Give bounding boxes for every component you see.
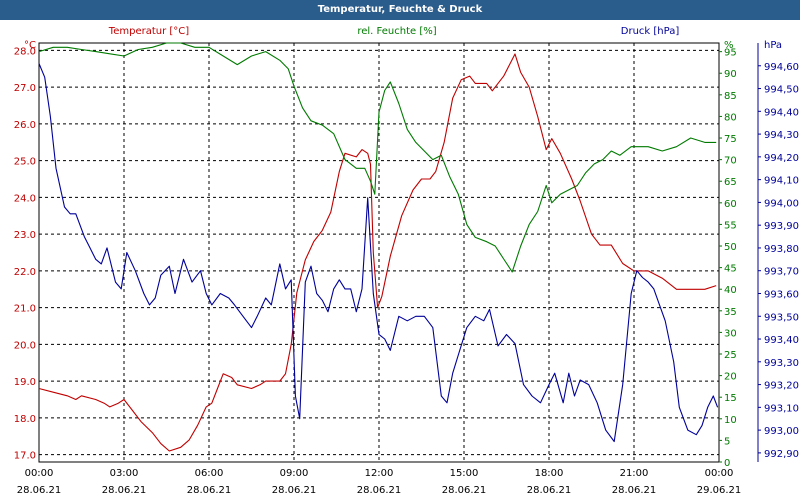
x-tick-date: 28.06.21: [187, 485, 232, 496]
humidity-tick-label: 15: [724, 393, 737, 404]
humidity-tick-label: 75: [724, 134, 737, 145]
x-tick-time: 12:00: [365, 468, 394, 479]
temperature-tick-label: 19.0: [14, 377, 36, 388]
pressure-tick-label: 993,50: [764, 312, 799, 323]
pressure-tick-label: 994,30: [764, 130, 799, 141]
x-tick-date: 28.06.21: [612, 485, 657, 496]
legend-entry: rel. Feuchte [%]: [357, 26, 436, 37]
x-tick-time: 00:00: [25, 468, 54, 479]
pressure-tick-label: 993,30: [764, 358, 799, 369]
humidity-tick-label: 60: [724, 199, 737, 210]
legend-entry: Temperatur [°C]: [108, 26, 189, 37]
x-tick-time: 03:00: [110, 468, 139, 479]
pressure-tick-label: 994,50: [764, 85, 799, 96]
x-tick-date: 28.06.21: [272, 485, 317, 496]
temperature-tick-label: 23.0: [14, 230, 36, 241]
temperature-tick-label: 20.0: [14, 340, 36, 351]
humidity-tick-label: 90: [724, 69, 737, 80]
temperature-tick-label: 24.0: [14, 193, 36, 204]
humidity-tick-label: 45: [724, 264, 737, 275]
humidity-tick-label: 40: [724, 285, 737, 296]
series-layer: [38, 42, 719, 452]
pressure-tick-label: 993,00: [764, 426, 799, 437]
humidity-tick-label: 0: [724, 458, 730, 469]
pressure-tick-label: 994,20: [764, 153, 799, 164]
temperature-tick-label: 26.0: [14, 120, 36, 131]
x-tick-time: 15:00: [450, 468, 479, 479]
x-tick-date: 28.06.21: [442, 485, 487, 496]
humidity-tick-label: 85: [724, 91, 737, 102]
temperature-tick-label: 28.0: [14, 46, 36, 57]
temperature-tick-label: 22.0: [14, 267, 36, 278]
pressure-tick-label: 992,90: [764, 449, 799, 460]
pressure-tick-label: 993,90: [764, 221, 799, 232]
x-tick-time: 21:00: [620, 468, 649, 479]
x-tick-time: 00:00: [705, 468, 734, 479]
humidity-tick-label: 65: [724, 177, 737, 188]
window-title: Temperatur, Feuchte & Druck: [0, 0, 800, 20]
temperature-line: [38, 53, 717, 452]
pressure-tick-label: 993,40: [764, 335, 799, 346]
x-tick-date: 28.06.21: [357, 485, 402, 496]
pressure-tick-label: 993,80: [764, 244, 799, 255]
humidity-tick-label: 5: [724, 436, 730, 447]
humidity-tick-label: 35: [724, 307, 737, 318]
humidity-tick-label: 70: [724, 156, 737, 167]
x-tick-date: 28.06.21: [102, 485, 147, 496]
pressure-tick-label: 993,70: [764, 267, 799, 278]
axis-labels: 00:00 28.06.21 03:00 28.06.21 06:00 28.06.21 0…: [14, 40, 799, 496]
grid: [39, 43, 719, 462]
legend: Temperatur [°C] rel. Feuchte [%] Druck [hP…: [108, 26, 680, 37]
temperature-tick-label: 25.0: [14, 157, 36, 168]
temperature-tick-label: 27.0: [14, 83, 36, 94]
humidity-tick-label: 20: [724, 372, 737, 383]
x-tick-time: 09:00: [280, 468, 309, 479]
pressure-line: [38, 63, 719, 443]
temperature-tick-label: 18.0: [14, 414, 36, 425]
temperature-tick-label: 21.0: [14, 304, 36, 315]
pressure-unit: hPa: [764, 40, 782, 51]
pressure-tick-label: 993,20: [764, 381, 799, 392]
humidity-tick-label: 30: [724, 328, 737, 339]
pressure-tick-label: 993,60: [764, 289, 799, 300]
chart: 00:00 28.06.21 03:00 28.06.21 06:00 28.06.21 0…: [14, 26, 799, 496]
pressure-tick-label: 994,60: [764, 62, 799, 73]
humidity-tick-label: 80: [724, 112, 737, 123]
humidity-unit: %: [724, 40, 734, 51]
humidity-tick-label: 50: [724, 242, 737, 253]
humidity-line: [38, 42, 717, 273]
humidity-tick-label: 25: [724, 350, 737, 361]
x-tick-date: 28.06.21: [527, 485, 572, 496]
x-tick-date: 29.06.21: [697, 485, 742, 496]
pressure-tick-label: 994,40: [764, 107, 799, 118]
pressure-tick-label: 993,10: [764, 403, 799, 414]
humidity-tick-label: 10: [724, 415, 737, 426]
x-tick-time: 18:00: [535, 468, 564, 479]
pressure-tick-label: 994,10: [764, 176, 799, 187]
x-tick-time: 06:00: [195, 468, 224, 479]
humidity-tick-label: 55: [724, 220, 737, 231]
x-tick-date: 28.06.21: [17, 485, 62, 496]
temperature-tick-label: 17.0: [14, 451, 36, 462]
legend-entry: Druck [hPa]: [621, 26, 680, 37]
humidity-tick-label: 95: [724, 48, 737, 59]
pressure-tick-label: 994,00: [764, 198, 799, 209]
temperature-unit: °C: [24, 40, 36, 51]
